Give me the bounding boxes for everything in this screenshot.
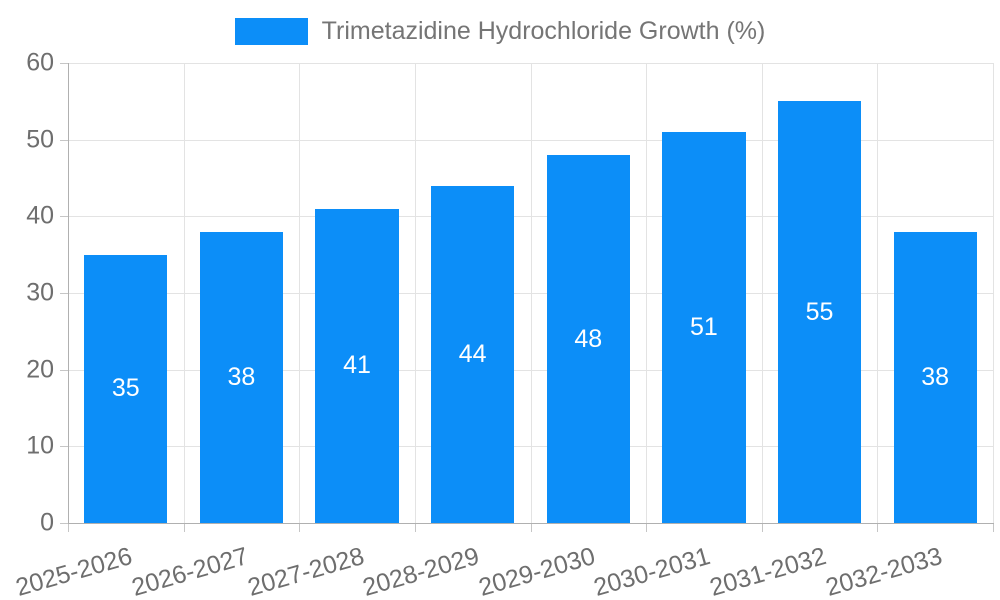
x-axis-tick	[993, 523, 994, 532]
x-axis-tick	[877, 523, 879, 532]
y-axis-tick	[60, 446, 68, 448]
y-axis-tick	[60, 293, 68, 294]
x-axis-tick-label: 2025-2026	[12, 542, 136, 600]
gridline-vertical	[761, 63, 763, 523]
x-axis-tick	[646, 523, 648, 532]
gridline-vertical	[646, 63, 648, 523]
gridline-vertical	[530, 63, 532, 523]
y-axis-tick-label: 30	[26, 278, 54, 307]
y-axis-tick	[60, 63, 68, 64]
x-axis-tick-label: 2027-2028	[244, 542, 367, 600]
y-axis-tick-label: 50	[26, 125, 54, 154]
bar[interactable]: 55	[777, 101, 862, 523]
bar-value-label: 51	[690, 313, 718, 341]
bar-value-label: 48	[574, 324, 603, 353]
bar-value-label: 41	[343, 351, 371, 380]
legend-label: Trimetazidine Hydrochloride Growth (%)	[321, 16, 766, 45]
x-axis-tick	[530, 523, 532, 532]
x-axis-tick-label: 2026-2027	[128, 542, 252, 600]
bar[interactable]: 41	[315, 208, 399, 523]
bar-value-label: 38	[227, 362, 256, 391]
x-axis-line	[68, 523, 994, 524]
bar[interactable]: 38	[199, 231, 284, 523]
x-axis-tick	[68, 523, 69, 532]
bar[interactable]: 38	[893, 231, 977, 523]
gridline-vertical	[299, 63, 301, 523]
y-axis-tick	[60, 216, 68, 218]
bar-value-label: 44	[458, 339, 487, 368]
x-axis-tick-label: 2029-2030	[475, 542, 599, 600]
y-axis-tick-label: 10	[26, 431, 54, 460]
x-axis-tick-label: 2031-2032	[706, 542, 830, 600]
gridline-vertical	[993, 63, 994, 523]
x-axis-tick	[183, 523, 185, 532]
legend-item[interactable]: Trimetazidine Hydrochloride Growth (%)	[0, 14, 1000, 48]
y-axis-tick-label: 40	[26, 201, 54, 230]
x-axis-tick	[299, 523, 301, 532]
y-axis-line	[68, 63, 69, 523]
bar[interactable]: 44	[431, 185, 515, 523]
gridline-vertical	[414, 63, 416, 523]
bar[interactable]: 48	[546, 155, 630, 523]
gridline-vertical	[183, 63, 185, 523]
x-axis-tick	[761, 523, 763, 532]
x-axis-tick-label: 2030-2031	[591, 542, 714, 600]
y-axis-tick-label: 20	[26, 355, 54, 384]
bar-value-label: 55	[805, 297, 834, 326]
legend-swatch	[234, 17, 308, 45]
bar[interactable]: 35	[84, 254, 168, 523]
x-axis-tick-label: 2028-2029	[359, 542, 483, 600]
bar-value-label: 35	[111, 374, 140, 403]
y-axis-tick	[60, 139, 68, 141]
y-axis-tick	[60, 523, 68, 524]
y-axis-tick	[60, 369, 68, 371]
bar-value-label: 38	[921, 362, 950, 391]
x-axis-tick	[414, 523, 416, 532]
y-axis-tick-label: 60	[26, 48, 54, 77]
y-axis-tick-label: 0	[40, 508, 54, 537]
gridline-vertical	[877, 63, 879, 523]
bar[interactable]: 51	[662, 132, 746, 523]
x-axis-tick-label: 2032-2033	[822, 542, 945, 600]
